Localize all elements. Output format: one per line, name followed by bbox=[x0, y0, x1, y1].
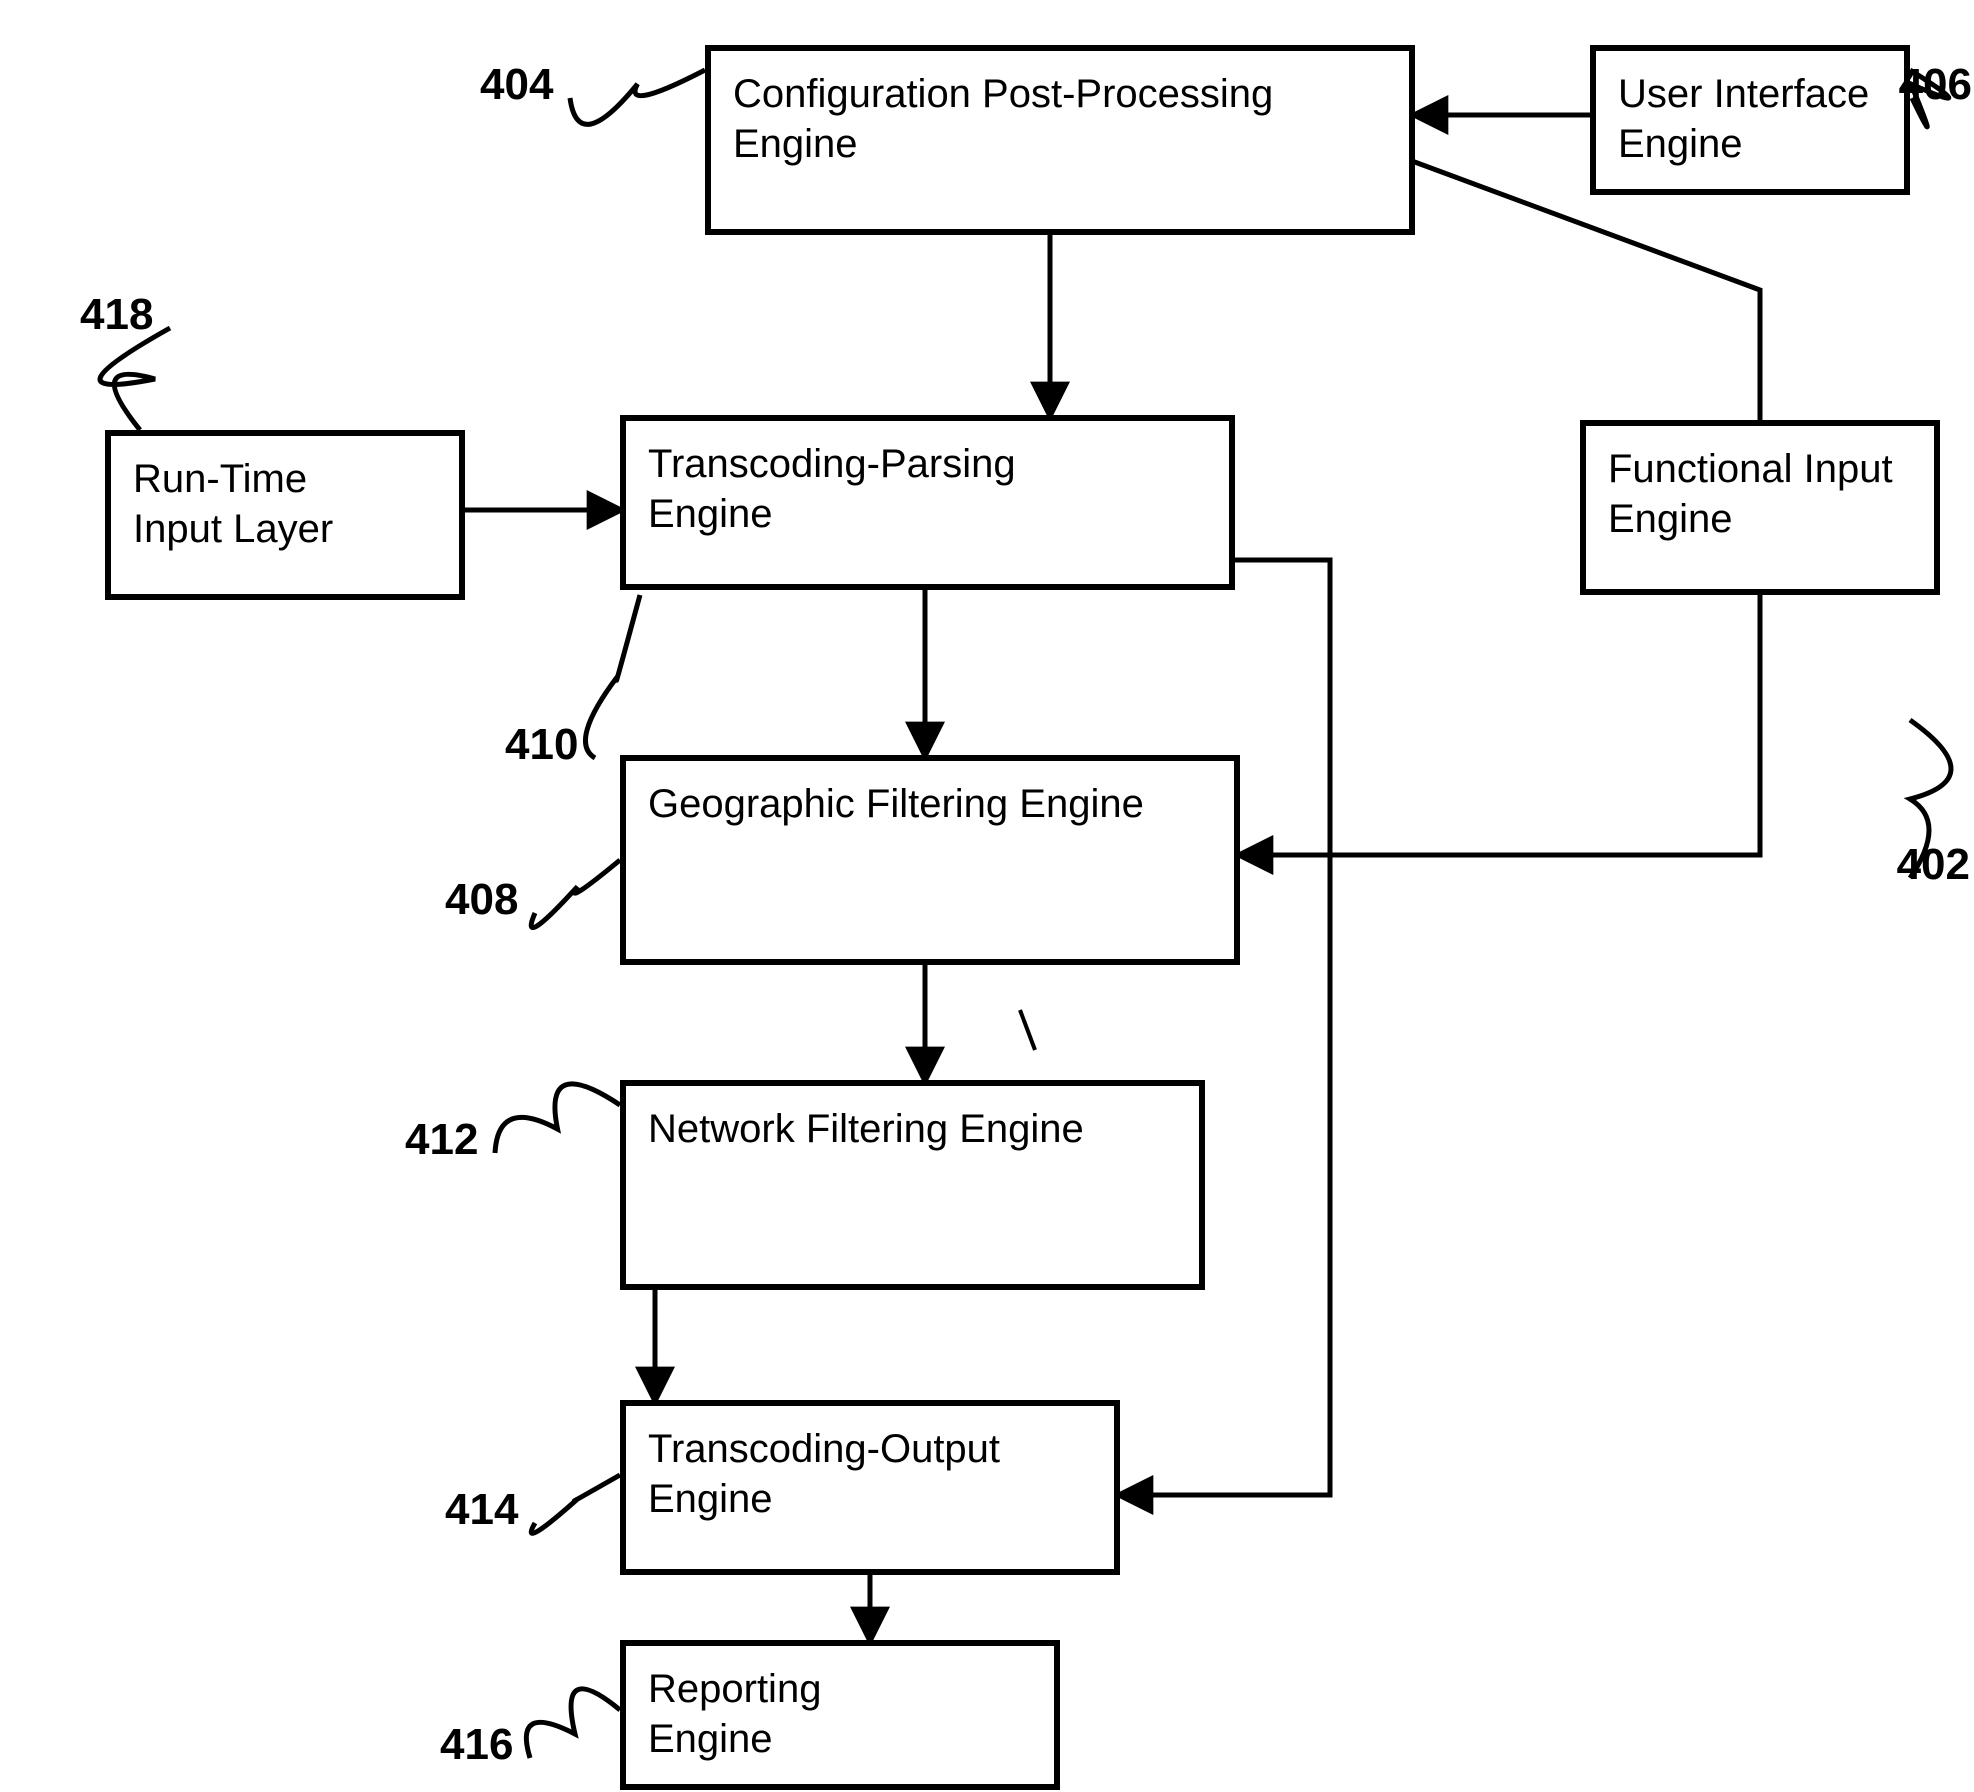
ref-label-412: 412 bbox=[405, 1115, 478, 1165]
node-functional-input: Functional Input Engine bbox=[1580, 420, 1940, 595]
node-label: Transcoding-Parsing Engine bbox=[648, 439, 1016, 539]
node-label: Configuration Post-Processing Engine bbox=[733, 69, 1273, 169]
node-label: Geographic Filtering Engine bbox=[648, 779, 1144, 829]
ref-label-406: 406 bbox=[1899, 60, 1972, 110]
ref-curve-416 bbox=[526, 1689, 620, 1758]
ref-label-418: 418 bbox=[80, 290, 153, 340]
node-user-interface: User Interface Engine bbox=[1590, 45, 1910, 195]
ref-curve-404 bbox=[570, 70, 705, 124]
ref-label-408: 408 bbox=[445, 875, 518, 925]
ref-label-402: 402 bbox=[1897, 840, 1970, 890]
node-label: Transcoding-Output Engine bbox=[648, 1424, 1000, 1524]
ref-curve-412 bbox=[495, 1084, 620, 1153]
node-network-filtering: Network Filtering Engine bbox=[620, 1080, 1205, 1290]
node-config-post-processing: Configuration Post-Processing Engine bbox=[705, 45, 1415, 235]
node-label: Functional Input Engine bbox=[1608, 444, 1893, 544]
ref-label-410: 410 bbox=[505, 720, 578, 770]
ref-curve-408 bbox=[531, 860, 620, 928]
ref-label-414: 414 bbox=[445, 1485, 518, 1535]
ref-curve-410 bbox=[585, 595, 640, 758]
edge-functional_to_geo bbox=[1240, 595, 1760, 855]
ref-curve-418 bbox=[100, 328, 170, 430]
node-label: Network Filtering Engine bbox=[648, 1104, 1084, 1154]
diagram-canvas: Configuration Post-Processing Engine User… bbox=[0, 0, 1974, 1792]
node-transcoding-output: Transcoding-Output Engine bbox=[620, 1400, 1120, 1575]
node-geo-filtering: Geographic Filtering Engine bbox=[620, 755, 1240, 965]
ref-label-416: 416 bbox=[440, 1720, 513, 1770]
node-reporting: Reporting Engine bbox=[620, 1640, 1060, 1790]
node-label: User Interface Engine bbox=[1618, 69, 1869, 169]
node-runtime-input: Run-Time Input Layer bbox=[105, 430, 465, 600]
ref-label-404: 404 bbox=[480, 60, 553, 110]
stray-mark bbox=[1020, 1010, 1035, 1050]
node-transcoding-parsing: Transcoding-Parsing Engine bbox=[620, 415, 1235, 590]
node-label: Run-Time Input Layer bbox=[133, 454, 333, 554]
ref-curve-414 bbox=[531, 1475, 620, 1533]
node-label: Reporting Engine bbox=[648, 1664, 821, 1764]
edge-parsing_to_output bbox=[1120, 560, 1330, 1495]
